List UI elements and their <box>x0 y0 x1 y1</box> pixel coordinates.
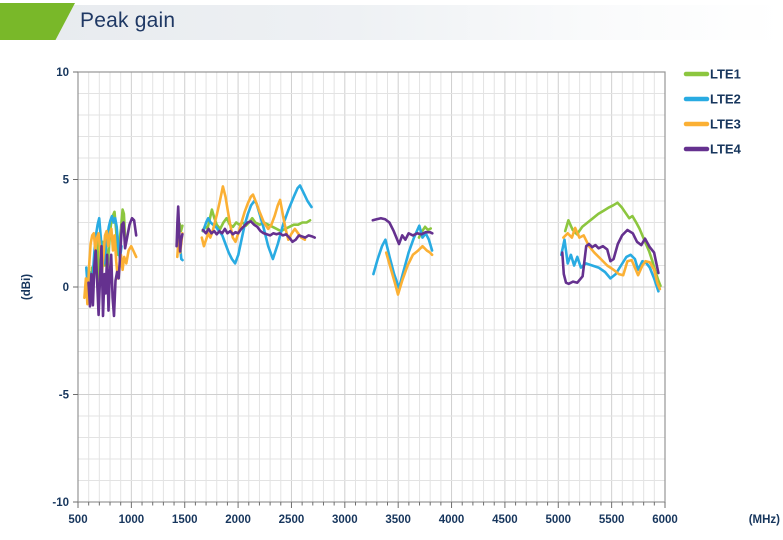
title-bar <box>0 5 783 40</box>
x-tick-label: 3500 <box>385 514 411 526</box>
x-axis-unit-label: (MHz) <box>749 514 780 526</box>
y-tick-label: -5 <box>59 390 70 402</box>
legend-label-LTE4: LTE4 <box>710 142 742 157</box>
x-tick-label: 500 <box>68 514 87 526</box>
series-LTE3-line <box>83 227 138 306</box>
series-LTE4-line <box>560 228 660 286</box>
x-tick-label: 6000 <box>652 514 678 526</box>
series-LTE4-line <box>201 220 317 244</box>
legend-label-LTE3: LTE3 <box>710 117 741 132</box>
y-tick-label: 10 <box>56 67 69 79</box>
series-LTE4-line <box>87 216 138 318</box>
x-tick-label: 5000 <box>545 514 571 526</box>
x-tick-label: 5500 <box>599 514 625 526</box>
x-tick-label: 4000 <box>439 514 465 526</box>
legend-label-LTE2: LTE2 <box>710 92 741 107</box>
x-tick-label: 1000 <box>119 514 145 526</box>
y-tick-label: 5 <box>63 175 70 187</box>
series-LTE2-line <box>372 224 434 290</box>
series-LTE3-line <box>200 185 307 248</box>
series-LTE4-line <box>175 205 184 253</box>
legend-label-LTE1: LTE1 <box>710 67 741 82</box>
series-LTE1-line <box>563 201 662 288</box>
x-tick-label: 1500 <box>172 514 198 526</box>
x-tick-label: 4500 <box>492 514 518 526</box>
series-LTE4-line <box>371 216 434 246</box>
series-LTE3-line <box>384 244 434 296</box>
y-axis-unit-label: (dBi) <box>21 274 33 300</box>
page-title: Peak gain <box>80 9 176 32</box>
series-LTE3-line <box>562 226 662 291</box>
y-tick-label: -10 <box>52 497 69 509</box>
x-tick-label: 2000 <box>225 514 251 526</box>
series-LTE1-line <box>201 208 312 233</box>
x-tick-label: 2500 <box>279 514 305 526</box>
x-tick-label: 3000 <box>332 514 358 526</box>
y-tick-label: 0 <box>63 282 69 294</box>
series-LTE2-line <box>202 184 313 265</box>
